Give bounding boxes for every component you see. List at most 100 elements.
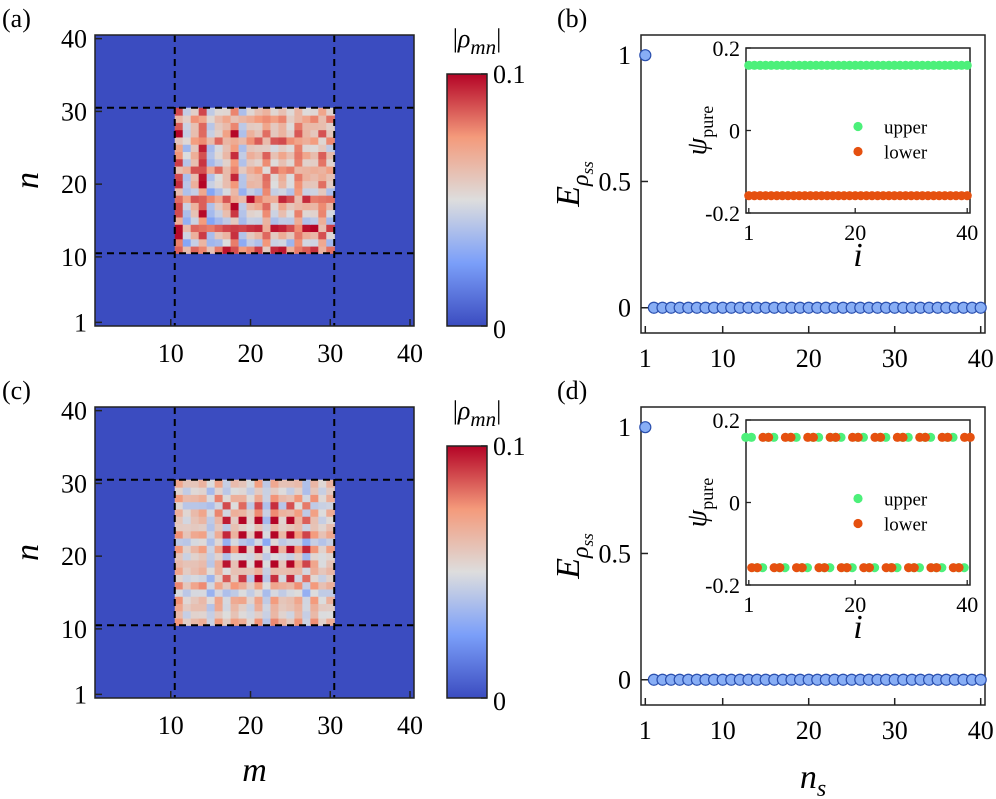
heatmap-cell: [278, 508, 287, 517]
heatmap-cell: [270, 231, 280, 240]
data-point: [974, 301, 987, 314]
data-point: [974, 673, 987, 686]
heatmap-cell: [286, 574, 295, 583]
heatmap-cell: [174, 523, 184, 532]
heatmap-cell: [270, 187, 280, 196]
heatmap-cell: [262, 501, 272, 510]
heatmap-cell: [278, 173, 287, 182]
y-tick-label: 10: [61, 243, 87, 272]
x-tick-label: 20: [796, 716, 822, 745]
heatmap-cell: [310, 245, 319, 254]
heatmap-cell: [318, 180, 327, 189]
heatmap-cell: [222, 581, 232, 590]
heatmap-cell: [310, 238, 319, 247]
heatmap-cell: [286, 231, 295, 240]
heatmap-cell: [214, 559, 224, 568]
heatmap-cell: [230, 238, 240, 247]
heatmap-cell: [214, 216, 224, 225]
heatmap-cell: [198, 494, 208, 503]
heatmap-cell: [182, 209, 192, 218]
heatmap-cell: [262, 238, 272, 247]
legend-marker-lower: [853, 518, 863, 529]
heatmap-cell: [326, 567, 335, 575]
inset-data-point-lower: [853, 432, 863, 442]
heatmap-cell: [302, 231, 311, 240]
heatmap-cell: [238, 238, 248, 247]
heatmap-cell: [230, 144, 240, 153]
heatmap-cell: [182, 479, 192, 488]
heatmap-cell: [198, 508, 208, 517]
heatmap-cell: [326, 202, 335, 211]
heatmap-cell: [206, 165, 216, 174]
heatmap-cell: [326, 136, 335, 145]
heatmap-cell: [302, 202, 311, 211]
heatmap-cell: [270, 530, 280, 539]
heatmap-cell: [286, 238, 295, 247]
heatmap-cell: [222, 151, 232, 160]
heatmap-cell: [222, 136, 232, 145]
inset-x-tick-label: 20: [844, 220, 866, 245]
heatmap-cell: [222, 530, 232, 539]
heatmap-cell: [206, 588, 216, 597]
heatmap-cell: [310, 501, 319, 510]
heatmap-cell: [294, 596, 303, 605]
heatmap-cell: [230, 122, 240, 131]
inset-data-point-lower: [943, 432, 953, 442]
heatmap-cell: [246, 501, 256, 510]
heatmap-cell: [238, 202, 248, 211]
heatmap-cell: [190, 245, 200, 254]
heatmap-cell: [174, 238, 184, 247]
heatmap-cell: [294, 617, 303, 626]
inset-data-point-lower: [820, 563, 830, 573]
x-tick-label: 10: [158, 711, 184, 740]
heatmap-cell: [174, 195, 184, 203]
heatmap-cell: [174, 567, 184, 575]
inset-data-point-lower: [965, 432, 975, 442]
heatmap-cell: [174, 537, 184, 546]
panel-label: (c): [2, 376, 31, 405]
heatmap-cell: [174, 216, 184, 225]
heatmap-cell: [294, 574, 303, 583]
heatmap-cell: [310, 574, 319, 583]
heatmap-cell: [318, 545, 327, 554]
heatmap-cell: [206, 559, 216, 568]
heatmap-cell: [190, 581, 200, 590]
heatmap-cell: [222, 187, 232, 196]
heatmap-cell: [278, 588, 287, 597]
heatmap-cell: [246, 195, 256, 203]
heatmap-cell: [246, 245, 256, 254]
heatmap-cell: [278, 151, 287, 160]
colorbar: [446, 73, 488, 327]
inset-y-tick-label: -0.2: [705, 573, 740, 598]
heatmap-cell: [278, 537, 287, 546]
heatmap-cell: [286, 567, 295, 575]
heatmap-cell: [238, 610, 248, 619]
heatmap-cell: [310, 158, 319, 167]
heatmap-cell: [318, 216, 327, 225]
heatmap-cell: [326, 187, 335, 196]
heatmap-cell: [310, 530, 319, 539]
inset-data-point-lower: [962, 191, 972, 201]
heatmap-cell: [254, 596, 264, 605]
heatmap-cell: [318, 501, 327, 510]
legend-label-upper: upper: [884, 490, 928, 511]
heatmap-cell: [214, 574, 224, 583]
y-tick-label: 1: [618, 41, 631, 70]
heatmap-cell: [238, 603, 248, 612]
heatmap-cell: [302, 603, 311, 612]
heatmap-cell: [222, 115, 232, 123]
heatmap-cell: [206, 581, 216, 590]
heatmap-cell: [286, 216, 295, 225]
heatmap-cell: [190, 603, 200, 612]
heatmap-cell: [206, 617, 216, 626]
heatmap-cell: [286, 530, 295, 539]
heatmap-cell: [254, 122, 264, 131]
inset-data-point-lower: [775, 563, 785, 573]
heatmap-cell: [238, 129, 248, 138]
heatmap-cell: [262, 187, 272, 196]
heatmap-cell: [326, 129, 335, 138]
heatmap-cell: [238, 617, 248, 626]
heatmap-cell: [286, 537, 295, 546]
heatmap-cell: [206, 487, 216, 495]
